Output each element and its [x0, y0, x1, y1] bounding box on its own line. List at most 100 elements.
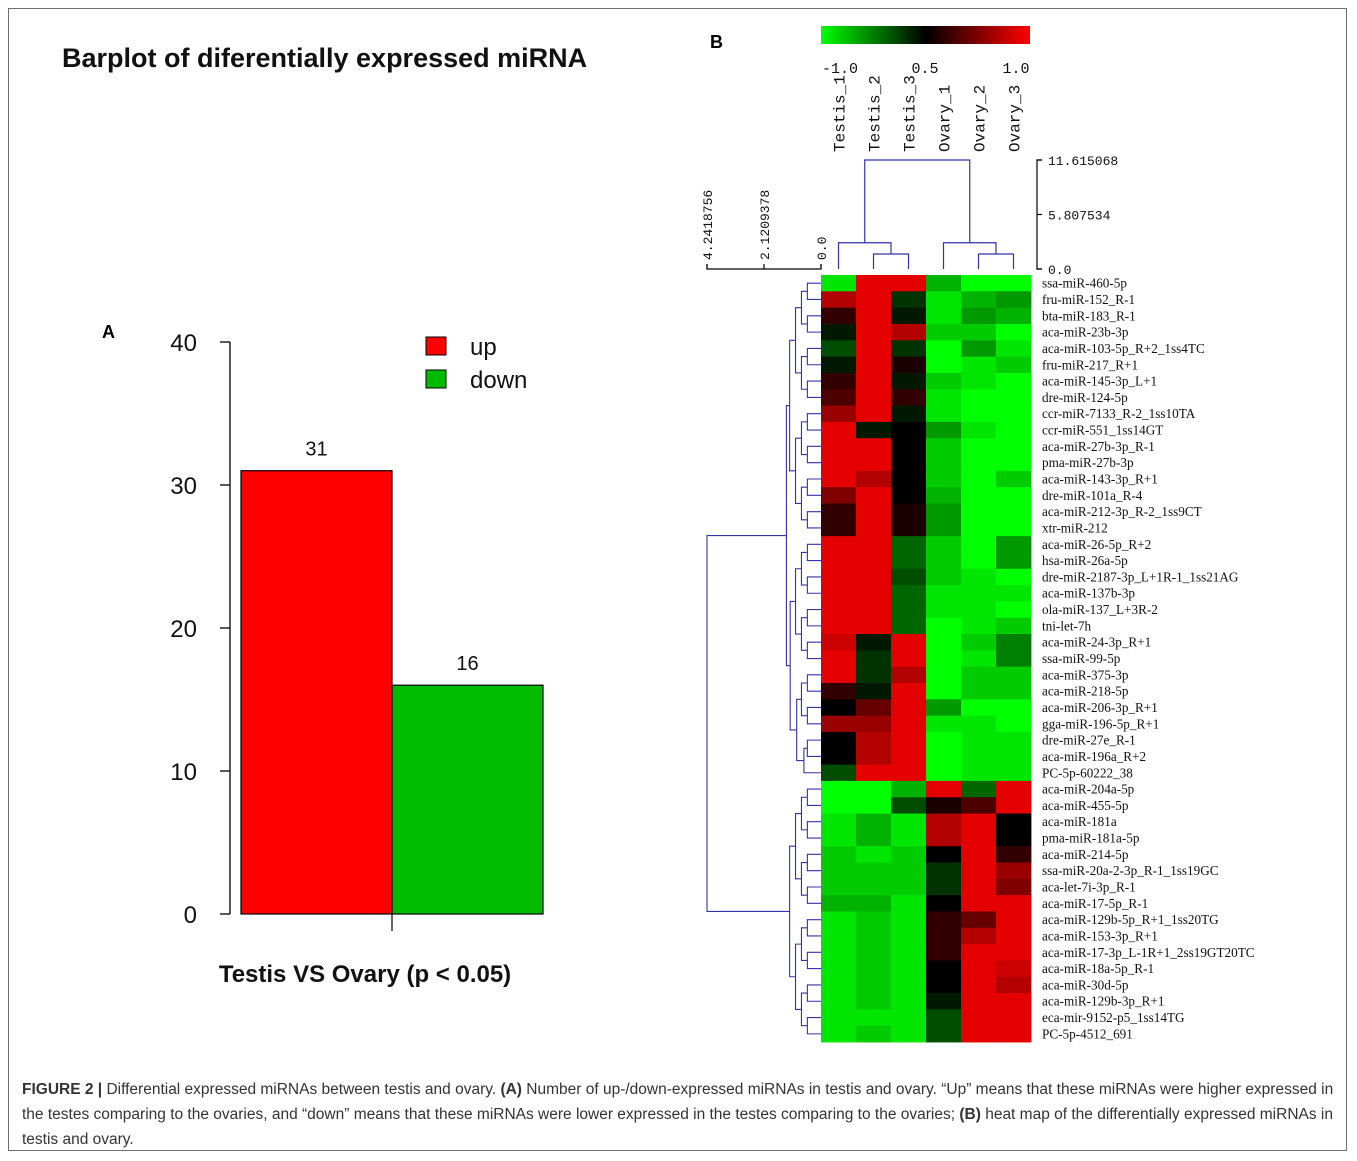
heatmap-cell	[961, 1025, 997, 1043]
heatmap-cell	[821, 960, 857, 978]
row-dendrogram-link	[806, 576, 821, 594]
heatmap-cell	[926, 748, 962, 765]
heatmap-cell	[996, 976, 1032, 994]
legend-label: up	[470, 334, 497, 361]
row-dendrogram-link	[800, 356, 808, 390]
row-dendrogram	[706, 282, 821, 1035]
heatmap-cell	[891, 340, 927, 357]
row-dendrogram-link	[806, 919, 821, 937]
row-dendrogram-link	[806, 951, 821, 970]
heatmap-cell	[926, 291, 962, 309]
heatmap-cell	[821, 568, 857, 586]
row-dendrogram-link	[800, 927, 808, 961]
heatmap-cell	[821, 731, 857, 749]
row-dendrogram-link	[806, 445, 821, 464]
heatmap-cell	[821, 617, 857, 635]
heatmap-cell	[856, 976, 892, 994]
heatmap-cell	[821, 356, 857, 374]
sample-label: Testis_2	[867, 75, 885, 152]
heatmap-cell	[856, 846, 892, 863]
heatmap-cell	[821, 1025, 857, 1043]
heatmap-cell	[961, 993, 997, 1010]
mirna-label: aca-miR-212-3p_R-2_1ss9CT	[1042, 504, 1202, 519]
heatmap-cell	[821, 323, 857, 341]
heatmap-cell	[996, 323, 1032, 341]
heatmap-cell	[891, 585, 927, 602]
mirna-label: aca-miR-153-3p_R+1	[1042, 928, 1158, 943]
color-scale-labels: -1.0 0.5 1.0	[822, 61, 1030, 78]
heatmap-cell	[821, 487, 857, 504]
heatmap-cell	[891, 454, 927, 472]
heatmap-cell	[961, 421, 997, 439]
heatmap-cell	[996, 683, 1032, 700]
panel-b-heatmap: B -1.0 0.5 1.0 Testis_1 Testis_2 Testis_3 Ova…	[701, 26, 1255, 1043]
mirna-label: aca-miR-206-3p_R+1	[1042, 700, 1158, 715]
bar-value-label: 31	[305, 439, 327, 461]
heatmap-cell	[891, 829, 927, 847]
heatmap-cell	[821, 829, 857, 847]
heatmap-cell	[891, 372, 927, 390]
heatmap-cell	[961, 944, 997, 961]
heatmap-cell	[961, 585, 997, 602]
heatmap-cell	[996, 389, 1032, 406]
mirna-label: bta-miR-183_R-1	[1042, 308, 1136, 323]
heatmap-cell	[996, 911, 1032, 929]
heatmap-cell	[996, 275, 1032, 292]
heatmap-cell	[891, 927, 927, 945]
heatmap-cell	[856, 617, 892, 635]
row-dendrogram-link	[806, 853, 821, 872]
column-dendrogram-link	[942, 242, 997, 269]
heatmap-cell	[891, 895, 927, 912]
heatmap-cell	[821, 927, 857, 945]
heatmap-cell	[961, 895, 997, 912]
heatmap-cell	[961, 519, 997, 537]
heatmap-cell	[961, 1009, 997, 1027]
heatmap-cell	[856, 1009, 892, 1027]
heatmap-cell	[856, 601, 892, 619]
mirna-label: ccr-miR-7133_R-2_1ss10TA	[1042, 406, 1196, 421]
color-scale-tick-label: 0.5	[911, 61, 938, 78]
heatmap-cell	[856, 634, 892, 651]
heatmap-cell	[856, 568, 892, 586]
row-dendrogram-link	[806, 543, 821, 562]
heatmap-cell	[891, 421, 927, 439]
bar-value-label: 16	[456, 653, 478, 675]
heatmap-cell	[891, 666, 927, 684]
row-dendrogram-link	[794, 437, 802, 505]
heatmap-cell	[891, 487, 927, 504]
heatmap-cell	[996, 813, 1032, 831]
mirna-label: aca-miR-137b-3p	[1042, 586, 1135, 601]
heatmap-cell	[926, 356, 962, 374]
mirna-label: aca-miR-30d-5p	[1042, 977, 1129, 992]
row-dendrogram-link	[806, 641, 821, 660]
heatmap-cell	[856, 699, 892, 717]
row-dendrogram-link	[800, 682, 808, 717]
heatmap-cell	[926, 405, 962, 423]
heatmap-cell	[926, 487, 962, 504]
heatmap-cell	[926, 585, 962, 602]
heatmap-cell	[856, 666, 892, 684]
bar-chart-title: Barplot of diferentially expressed miRNA	[62, 43, 587, 73]
heatmap-cell	[891, 323, 927, 341]
y-tick-label: 0	[184, 902, 197, 929]
mirna-label: aca-miR-218-5p	[1042, 684, 1129, 699]
heatmap-cell	[996, 797, 1032, 814]
heatmap-cell	[821, 405, 857, 423]
heatmap-cell	[891, 568, 927, 586]
mirna-label: fru-miR-152_R-1	[1042, 292, 1135, 307]
heatmap-cell	[891, 503, 927, 521]
column-dendrogram-link	[872, 253, 910, 269]
heatmap-cell	[961, 927, 997, 945]
heatmap-cell	[926, 503, 962, 521]
mirna-label: aca-miR-196a_R+2	[1042, 749, 1146, 764]
figure-caption: FIGURE 2 | Differential expressed miRNAs…	[22, 1077, 1337, 1152]
heatmap-cell	[961, 780, 997, 798]
heatmap-cell	[821, 715, 857, 733]
heatmap-cell	[856, 748, 892, 765]
heatmap-cell	[996, 960, 1032, 978]
mirna-label: ssa-miR-460-5p	[1042, 276, 1127, 291]
heatmap-cell	[856, 993, 892, 1010]
heatmap-cell	[891, 715, 927, 733]
heatmap-cell	[821, 372, 857, 390]
heatmap-cell	[891, 470, 927, 488]
